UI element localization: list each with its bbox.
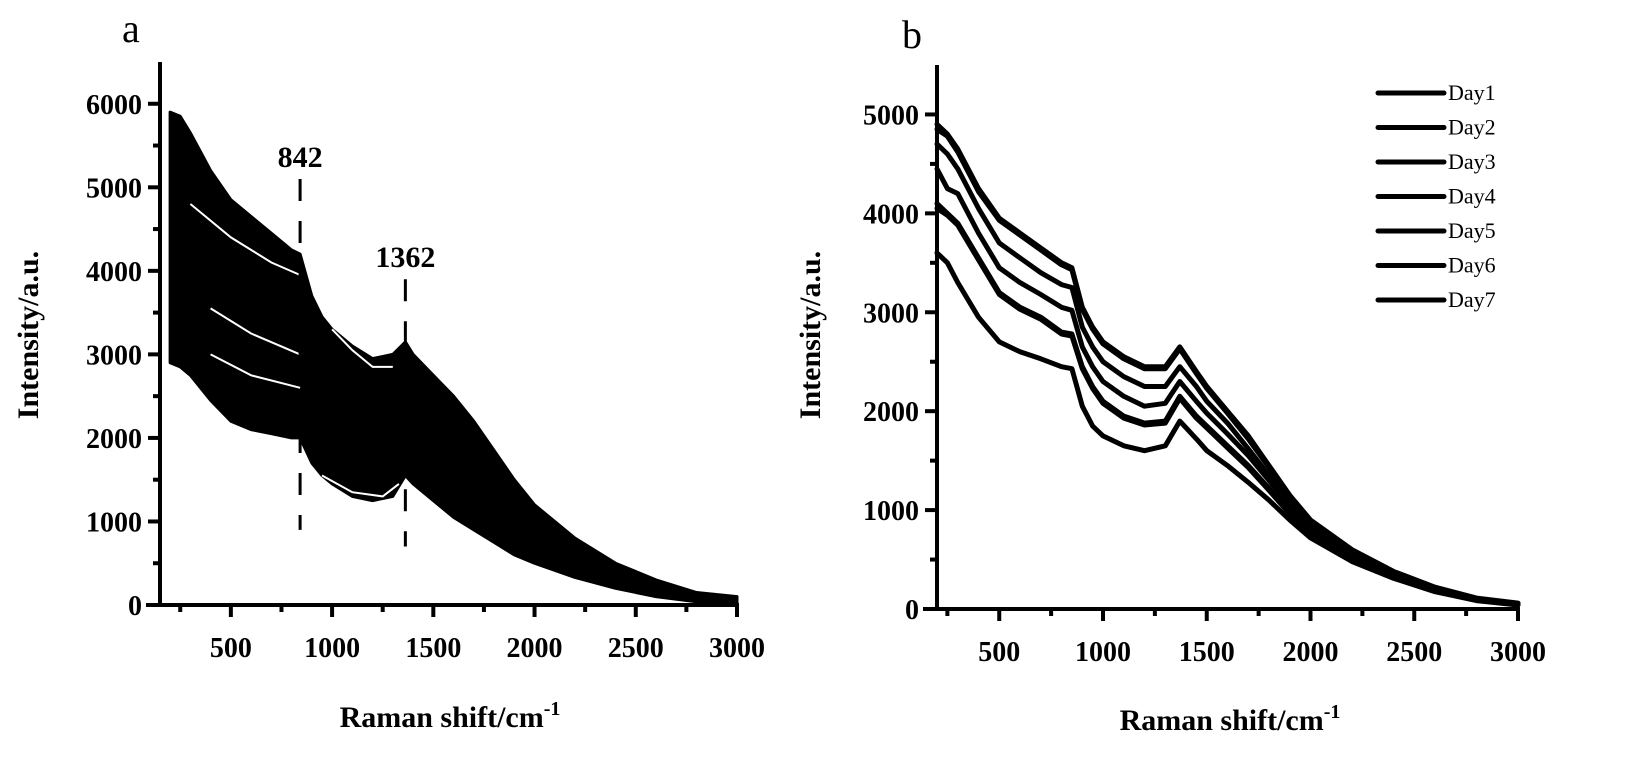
panel-b-x-tick-label: 3000 (1490, 637, 1546, 668)
panel-b-x-tick-label: 1000 (1075, 637, 1131, 668)
panel-a-y-tick-label: 5000 (86, 173, 142, 204)
panel-b-x-tick-label: 2000 (1283, 637, 1339, 668)
panel-b-y-tick-label: 3000 (863, 298, 919, 329)
panel-b: b 0 1000 2000 3000 4000 5000 500 1000 1500 2000 25… (794, 12, 1546, 737)
panel-b-y-tick-label: 0 (905, 595, 919, 626)
panel-a-x-tick-label: 500 (210, 633, 252, 664)
panel-a-y-tick-label: 4000 (86, 257, 142, 288)
panel-a: a 842 1362 0 1000 2000 3000 4000 5000 6000 500 10… (12, 6, 765, 734)
peak-label: 1362 (375, 241, 435, 274)
legend-label: Day3 (1448, 149, 1496, 174)
peak-label: 842 (278, 141, 323, 174)
panel-a-x-axis-title: Raman shift/cm-1 (340, 698, 561, 734)
spectrum-gap-trace (210, 307, 301, 356)
spectrum-gap-trace (321, 474, 400, 498)
series-line-day2 (934, 126, 1521, 607)
panel-b-legend: Day1 Day2 Day3 Day4 Day5 Day6 Day7 (1375, 80, 1496, 312)
panel-a-y-tick-label: 6000 (86, 90, 142, 121)
panel-b-y-tick-label: 2000 (863, 397, 919, 428)
panel-a-x-tick-label: 2000 (507, 633, 563, 664)
spectrum-gap-trace (189, 203, 301, 276)
series-line-day6 (934, 205, 1521, 608)
panel-a-y-axis-title: Intensity/a.u. (12, 251, 45, 419)
panel-b-x-axis-title: Raman shift/cm-1 (1120, 701, 1341, 737)
legend-label: Day5 (1448, 218, 1496, 243)
panel-b-x-axis-title-main: Raman shift/cm (1120, 704, 1324, 737)
spectrum-gap-trace (210, 353, 301, 389)
panel-b-plot-area (934, 121, 1521, 608)
panel-b-x-tick-label: 500 (978, 637, 1020, 668)
panel-b-y-axis-title: Intensity/a.u. (794, 251, 827, 419)
legend-label: Day2 (1448, 115, 1496, 140)
panel-a-x-tick-label: 1000 (304, 633, 360, 664)
panel-a-y-tick-label: 0 (128, 591, 142, 622)
panel-a-x-axis-title-main: Raman shift/cm (340, 701, 544, 734)
panel-b-label: b (902, 12, 922, 57)
panel-a-axes: 0 1000 2000 3000 4000 5000 6000 500 1000 1500 2000… (86, 62, 765, 664)
series-line-day7 (934, 250, 1521, 608)
panel-a-x-tick-label: 2500 (608, 633, 664, 664)
series-line-day4 (934, 166, 1521, 607)
panel-a-label: a (122, 6, 140, 51)
legend-label: Day4 (1448, 184, 1496, 209)
legend-label: Day7 (1448, 287, 1496, 312)
spectrum-gap-trace (331, 328, 393, 368)
panel-b-x-tick-label: 2500 (1386, 637, 1442, 668)
spectra-band (168, 110, 739, 605)
panel-a-x-tick-label: 3000 (709, 633, 765, 664)
panel-a-plot-area: 842 1362 (168, 110, 739, 605)
panel-a-y-tick-label: 3000 (86, 340, 142, 371)
panel-a-y-tick-label: 1000 (86, 507, 142, 538)
legend-label: Day1 (1448, 80, 1496, 105)
panel-a-x-axis-title-sup: -1 (544, 698, 561, 720)
series-line-day3 (934, 141, 1521, 607)
panel-b-y-tick-label: 5000 (863, 100, 919, 131)
legend-label: Day6 (1448, 253, 1496, 278)
panel-a-y-tick-label: 2000 (86, 424, 142, 455)
panel-b-x-tick-label: 1500 (1179, 637, 1235, 668)
panel-b-axes: 0 1000 2000 3000 4000 5000 500 1000 1500 2000 2500… (863, 65, 1546, 668)
panel-a-x-tick-label: 1500 (405, 633, 461, 664)
panel-b-y-tick-label: 4000 (863, 199, 919, 230)
panel-b-x-axis-title-sup: -1 (1324, 701, 1341, 723)
panel-b-y-tick-label: 1000 (863, 496, 919, 527)
